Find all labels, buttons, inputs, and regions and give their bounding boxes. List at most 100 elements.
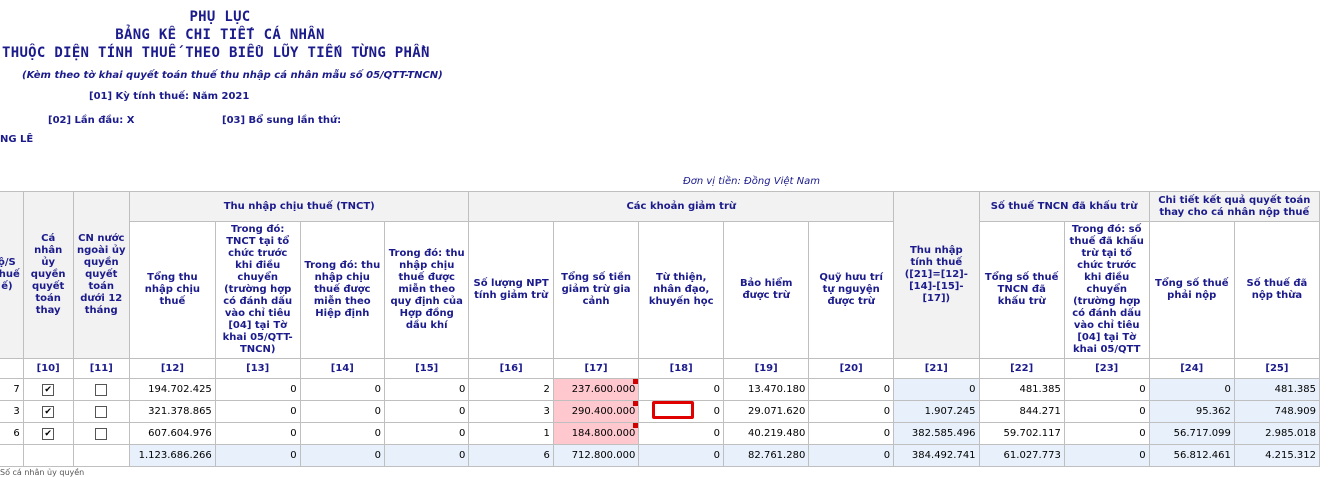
header-col22: Tổng số thuế TNCN đã khấu trừ xyxy=(978,221,1065,359)
subtitle-attachment: (Kèm theo tờ khai quyết toán thuế thu nh… xyxy=(22,70,443,81)
cell-col21[interactable]: 382.585.496 xyxy=(893,422,980,445)
header-group-deductions: Các khoản giảm trừ xyxy=(468,191,895,222)
column-number: [19] xyxy=(723,358,810,379)
cell-col25[interactable]: 481.385 xyxy=(1233,378,1321,401)
total-col13: 0 xyxy=(214,444,301,467)
column-number: [18] xyxy=(638,358,725,379)
cell-col23[interactable]: 0 xyxy=(1063,400,1150,423)
cell-col20[interactable]: 0 xyxy=(808,422,895,445)
cell-total-blank xyxy=(22,444,74,467)
cell-col12[interactable]: 607.604.976 xyxy=(129,422,216,445)
table-row: 7 ✔ 194.702.425 0 0 0 2 237.600.000 0 13… xyxy=(0,378,1321,401)
cell-col10[interactable]: ✔ xyxy=(22,378,74,401)
foreigner-checkbox[interactable] xyxy=(95,427,108,440)
currency-unit: Đơn vị tiền: Đồng Việt Nam xyxy=(683,176,820,187)
cell-col18[interactable]: 0 xyxy=(638,378,725,401)
cell-col17[interactable]: 290.400.000 xyxy=(552,400,640,423)
cell-total-blank xyxy=(72,444,131,467)
total-col23: 0 xyxy=(1063,444,1150,467)
foreigner-checkbox[interactable] xyxy=(95,383,108,396)
cell-col13[interactable]: 0 xyxy=(214,422,301,445)
column-number: [21] xyxy=(893,358,980,379)
title-progressive-tax: THUỘC DIỆN TÍNH THUẾ THEO BIỂU LŨY TIẾN … xyxy=(2,45,430,61)
cell-col20[interactable]: 0 xyxy=(808,400,895,423)
cell-col12[interactable]: 321.378.865 xyxy=(129,400,216,423)
cell-col21[interactable]: 1.907.245 xyxy=(893,400,980,423)
cell-col11[interactable] xyxy=(72,422,131,445)
authorized-checkbox[interactable]: ✔ xyxy=(42,383,55,396)
cell-col12[interactable]: 194.702.425 xyxy=(129,378,216,401)
header-col19: Bảo hiểm được trừ xyxy=(723,221,810,359)
cell-col10[interactable]: ✔ xyxy=(22,400,74,423)
cell-col11[interactable] xyxy=(72,378,131,401)
header-col14: Trong đó: thu nhập chịu thuế được miễn t… xyxy=(299,221,386,359)
cell-col14[interactable]: 0 xyxy=(299,400,386,423)
cell-col20[interactable]: 0 xyxy=(808,378,895,401)
header-col24: Tổng số thuế phải nộp xyxy=(1148,221,1235,359)
cell-col22[interactable]: 59.702.117 xyxy=(978,422,1065,445)
cell-col16[interactable]: 3 xyxy=(468,400,554,423)
title-detail-list: BẢNG KÊ CHI TIẾT CÁ NHÂN xyxy=(115,27,325,43)
cell-col22[interactable]: 481.385 xyxy=(978,378,1065,401)
cell-col24[interactable]: 95.362 xyxy=(1148,400,1235,423)
column-number: [25] xyxy=(1233,358,1321,379)
header-col16: Số lượng NPT tính giảm trừ xyxy=(468,221,554,359)
cell-col10[interactable]: ✔ xyxy=(22,422,74,445)
cell-col9[interactable]: 6 xyxy=(0,422,24,445)
cell-col15[interactable]: 0 xyxy=(383,400,470,423)
header-col17: Tổng số tiền giảm trừ gia cảnh xyxy=(552,221,640,359)
cell-col15[interactable]: 0 xyxy=(383,378,470,401)
cell-col17[interactable]: 237.600.000 xyxy=(552,378,640,401)
cell-col24[interactable]: 56.717.099 xyxy=(1148,422,1235,445)
header-group-tax-withheld: Số thuế TNCN đã khấu trừ xyxy=(978,191,1150,222)
column-number: [13] xyxy=(214,358,301,379)
header-col21: Thu nhập tính thuế ([21]=[12]-[14]-[15]-… xyxy=(893,191,980,359)
cell-col15[interactable]: 0 xyxy=(383,422,470,445)
header-number-partial xyxy=(0,358,24,379)
column-number: [14] xyxy=(299,358,386,379)
cell-total-blank xyxy=(0,444,24,467)
header-col11: CN nước ngoài ủy quyền quyết toán dưới 1… xyxy=(72,191,131,359)
cell-col23[interactable]: 0 xyxy=(1063,378,1150,401)
cell-col11[interactable] xyxy=(72,400,131,423)
cell-col19[interactable]: 13.470.180 xyxy=(723,378,810,401)
authorized-checkbox[interactable]: ✔ xyxy=(42,427,55,440)
column-number: [20] xyxy=(808,358,895,379)
total-col12: 1.123.686.266 xyxy=(129,444,216,467)
cell-col16[interactable]: 1 xyxy=(468,422,554,445)
column-number: [12] xyxy=(129,358,216,379)
title-appendix: PHỤ LỤC xyxy=(189,9,251,25)
header-col9-partial: ộ/S thuế ế) xyxy=(0,191,24,359)
cell-col14[interactable]: 0 xyxy=(299,422,386,445)
cell-col18[interactable]: 0 xyxy=(638,422,725,445)
table-row: 6 ✔ 607.604.976 0 0 0 1 184.800.000 0 40… xyxy=(0,422,1321,445)
cell-col17[interactable]: 184.800.000 xyxy=(552,422,640,445)
cell-col19[interactable]: 40.219.480 xyxy=(723,422,810,445)
cell-col9[interactable]: 3 xyxy=(0,400,24,423)
column-number: [11] xyxy=(72,358,131,379)
totals-row: 1.123.686.266 0 0 0 6 712.800.000 0 82.7… xyxy=(0,444,1321,467)
header-col20: Quỹ hưu trí tự nguyện được trừ xyxy=(808,221,895,359)
header-col15: Trong đó: thu nhập chịu thuế được miễn t… xyxy=(383,221,470,359)
cell-col24[interactable]: 0 xyxy=(1148,378,1235,401)
cell-col19[interactable]: 29.071.620 xyxy=(723,400,810,423)
column-number: [22] xyxy=(978,358,1065,379)
total-col18: 0 xyxy=(638,444,725,467)
cell-col21[interactable]: 0 xyxy=(893,378,980,401)
cell-col9[interactable]: 7 xyxy=(0,378,24,401)
cell-col14[interactable]: 0 xyxy=(299,378,386,401)
authorized-checkbox[interactable]: ✔ xyxy=(42,405,55,418)
cell-col25[interactable]: 748.909 xyxy=(1233,400,1321,423)
cell-col13[interactable]: 0 xyxy=(214,400,301,423)
foreigner-checkbox[interactable] xyxy=(95,405,108,418)
tax-period: [01] Kỳ tính thuế: Năm 2021 xyxy=(89,91,250,102)
cell-col25[interactable]: 2.985.018 xyxy=(1233,422,1321,445)
cell-col16[interactable]: 2 xyxy=(468,378,554,401)
total-col24: 56.812.461 xyxy=(1148,444,1235,467)
cell-col23[interactable]: 0 xyxy=(1063,422,1150,445)
total-col25: 4.215.312 xyxy=(1233,444,1321,467)
cell-col13[interactable]: 0 xyxy=(214,378,301,401)
header-group-result: Chi tiết kết quả quyết toán thay cho cá … xyxy=(1148,191,1321,222)
cell-col22[interactable]: 844.271 xyxy=(978,400,1065,423)
